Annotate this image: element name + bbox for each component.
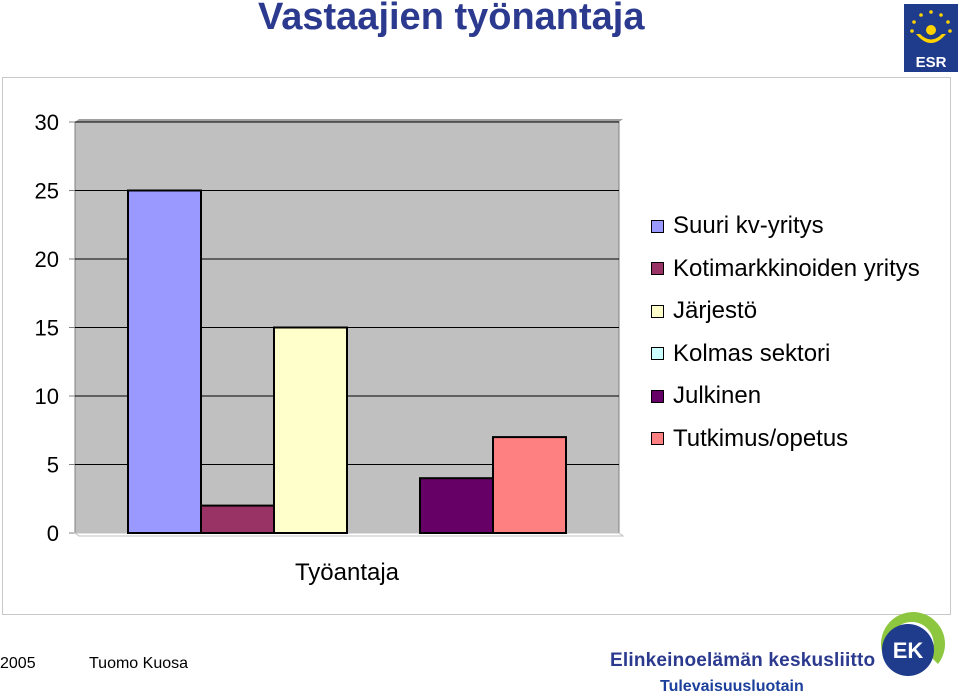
legend-swatch [651, 389, 664, 403]
bar-2 [200, 504, 275, 535]
legend-item: Järjestö [651, 290, 920, 333]
ek-logo: EK [880, 612, 945, 676]
legend-item: Julkinen [651, 375, 920, 418]
bar-6 [492, 436, 567, 535]
esr-logo: ESR [904, 4, 958, 72]
footer-organization: Elinkeinoelämän keskusliitto [610, 650, 876, 671]
legend-item: Kolmas sektori [651, 333, 920, 376]
y-tick-label: 5 [47, 453, 59, 478]
legend-swatch [651, 262, 664, 276]
y-tick-label: 10 [35, 384, 59, 409]
footer-author: Tuomo Kuosa [89, 655, 189, 672]
legend-swatch [651, 432, 664, 446]
footer-year: 2005 [0, 655, 36, 672]
legend-swatch [651, 347, 664, 361]
legend-swatch [651, 219, 664, 233]
x-category-label: Työantaja [295, 559, 400, 586]
ek-logo-text: EK [893, 638, 924, 663]
bar-chart: 0 5 10 15 20 25 30 Työantaja [35, 110, 625, 586]
legend-item: Suuri kv-yritys [651, 205, 920, 248]
y-tick-label: 30 [35, 110, 59, 135]
legend-label: Tutkimus/opetus [673, 424, 849, 452]
bar-1 [127, 189, 202, 534]
chart-legend: Suuri kv-yritys Kotimarkkinoiden yritys Jä… [651, 205, 920, 460]
legend-label: Julkinen [673, 382, 762, 410]
y-tick-label: 0 [47, 521, 59, 546]
legend-label: Suuri kv-yritys [673, 212, 824, 240]
plot-wall-top [75, 119, 623, 122]
chart-frame: 0 5 10 15 20 25 30 Työantaja Suuri kv-yritys Kot… [2, 77, 951, 615]
legend-label: Kotimarkkinoiden yritys [673, 254, 920, 282]
legend-swatch [651, 304, 664, 318]
slide-title: Vastaajien työnantaja [258, 0, 645, 38]
y-tick-label: 15 [35, 316, 59, 341]
bar-3 [273, 326, 348, 534]
bar-5 [419, 477, 494, 535]
legend-item: Tutkimus/opetus [651, 418, 920, 461]
esr-logo-text: ESR [916, 54, 947, 71]
legend-item: Kotimarkkinoiden yritys [651, 248, 920, 291]
legend-label: Järjestö [673, 297, 758, 325]
legend-label: Kolmas sektori [673, 339, 831, 367]
y-tick-label: 25 [35, 179, 59, 204]
y-tick-label: 20 [35, 247, 59, 272]
footer-slogan: Tulevaisuusluotain [660, 678, 804, 695]
